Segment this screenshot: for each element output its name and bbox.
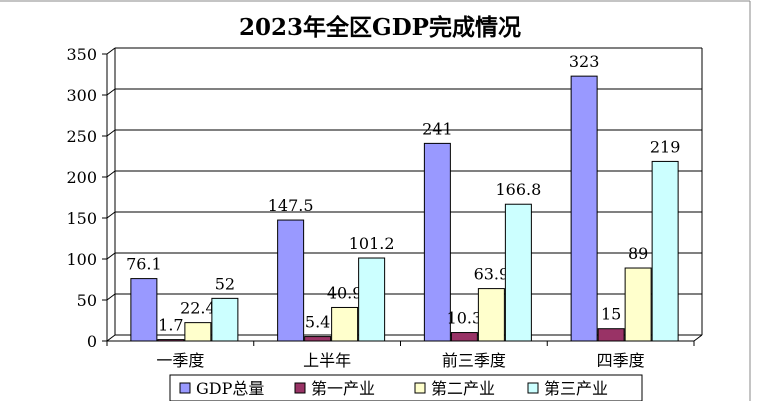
bar [651, 160, 679, 342]
x-tick-label: 四季度 [597, 351, 645, 370]
bar [211, 297, 239, 342]
x-tick-label: 一季度 [156, 351, 204, 370]
bar [184, 322, 212, 342]
gridline-depth [106, 211, 116, 219]
chart-title: 2023年全区GDP完成情况 [239, 14, 521, 41]
gridline-depth [106, 129, 116, 137]
gridline-depth [106, 88, 116, 96]
data-label: 63.9 [474, 265, 510, 284]
data-label: 89 [628, 244, 648, 263]
bar [624, 267, 652, 342]
y-tick-label: 200 [66, 168, 97, 187]
gridline-depth [106, 293, 116, 301]
bar [157, 339, 185, 342]
bar [450, 332, 478, 342]
bar [477, 288, 505, 342]
y-tick-label: 100 [66, 250, 97, 269]
legend-label: 第二产业 [431, 379, 495, 398]
bar [570, 75, 598, 342]
data-label: 166.8 [495, 180, 541, 199]
y-tick-label: 250 [66, 127, 97, 146]
y-tick-label: 50 [77, 291, 97, 310]
data-label: 219 [650, 137, 681, 156]
legend-swatch [414, 382, 426, 394]
bar [504, 203, 532, 342]
bar [597, 328, 625, 342]
data-label: 323 [569, 52, 600, 71]
gridline-depth [106, 170, 116, 178]
legend-label: 第三产业 [544, 379, 608, 398]
y-tick-label: 350 [66, 45, 97, 64]
data-label: 101.2 [349, 234, 395, 253]
y-tick-label: 150 [66, 209, 97, 228]
legend-label: 第一产业 [311, 379, 375, 398]
y-tick-label: 300 [66, 86, 97, 105]
data-label: 76.1 [126, 255, 162, 274]
data-label: 1.7 [158, 316, 183, 335]
legend-swatch [294, 382, 306, 394]
data-label: 15 [601, 305, 621, 324]
bar [423, 142, 451, 342]
bar [358, 257, 386, 342]
y-tick-label: 0 [87, 332, 97, 351]
data-label: 22.4 [180, 299, 216, 318]
legend-swatch [179, 382, 191, 394]
gridline-depth [106, 334, 116, 342]
x-tick-label: 上半年 [303, 351, 351, 370]
plot-area [107, 48, 702, 341]
gridline-depth [106, 47, 116, 55]
gridline-depth [106, 252, 116, 260]
floor-edge [693, 334, 703, 342]
bar [130, 278, 158, 342]
legend [169, 374, 643, 401]
legend-swatch [527, 382, 539, 394]
data-label: 40.9 [327, 283, 363, 302]
data-label: 10.3 [447, 309, 483, 328]
data-label: 241 [422, 119, 453, 138]
bar [331, 306, 359, 342]
data-label: 147.5 [268, 196, 314, 215]
data-label: 5.4 [305, 313, 330, 332]
x-tick-label: 前三季度 [442, 351, 506, 370]
bar [304, 336, 332, 342]
legend-label: GDP总量 [196, 379, 264, 398]
data-label: 52 [215, 274, 235, 293]
bar [277, 219, 305, 342]
